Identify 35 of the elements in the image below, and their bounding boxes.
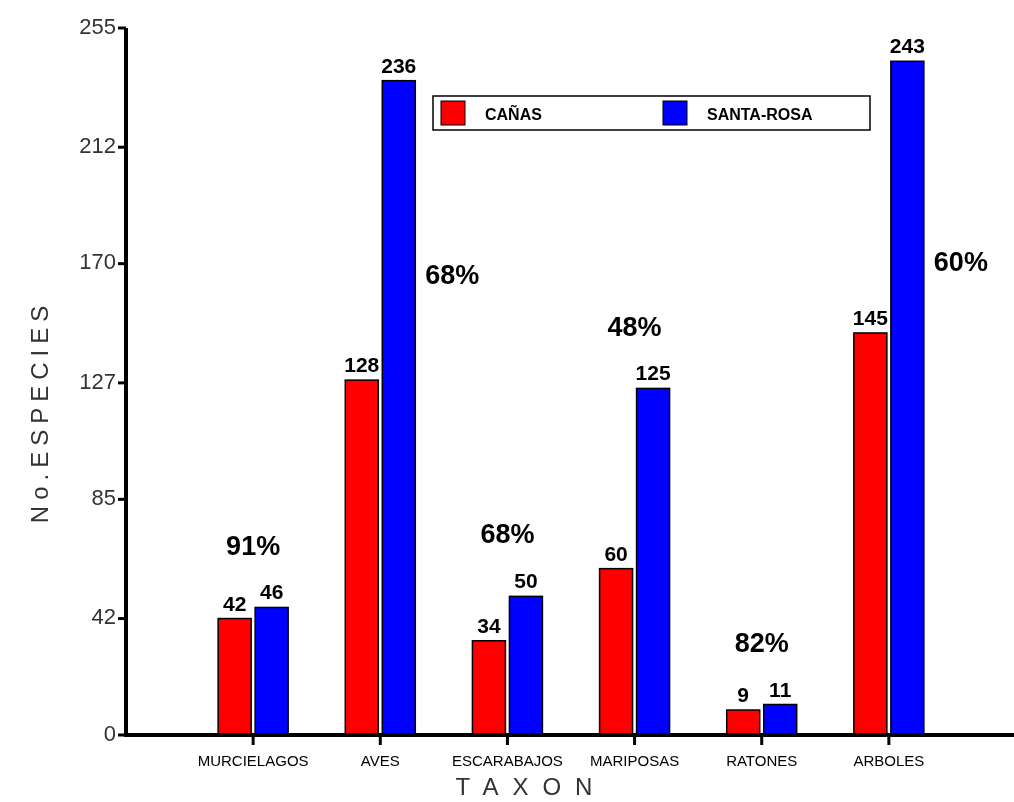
- data-label: 243: [889, 34, 925, 58]
- y-tick-label: 0: [103, 720, 116, 746]
- x-tick-label: MARIPOSAS: [589, 752, 680, 769]
- legend-label: SANTA-ROSA: [707, 106, 813, 123]
- annotation: 48%: [607, 311, 662, 342]
- annotation: 91%: [226, 530, 281, 561]
- y-tick-label: 42: [91, 604, 116, 630]
- x-tick-label: MURCIELAGOS: [197, 752, 309, 769]
- x-tick-label: ESCARABAJOS: [451, 752, 563, 769]
- data-label: 42: [222, 591, 247, 615]
- data-label: 11: [769, 677, 792, 701]
- x-axis-title: TAXON: [455, 773, 607, 800]
- data-label: 236: [381, 53, 417, 77]
- annotation: 82%: [734, 627, 789, 658]
- data-label: 145: [852, 305, 889, 329]
- data-label: 50: [514, 569, 538, 593]
- data-label: 128: [344, 353, 380, 377]
- data-label: 34: [477, 613, 501, 637]
- y-tick-label: 212: [79, 133, 116, 159]
- legend-label: CAÑAS: [485, 104, 543, 123]
- data-label: 60: [604, 541, 628, 565]
- annotation: 68%: [425, 260, 480, 291]
- y-axis-title: No.ESPECIES: [26, 299, 53, 524]
- y-tick-label: 85: [91, 485, 116, 511]
- data-label: 125: [635, 361, 671, 385]
- x-tick-label: ARBOLES: [853, 752, 925, 769]
- y-tick-label: 170: [79, 249, 116, 275]
- x-tick-label: AVES: [360, 752, 400, 769]
- annotation: 60%: [933, 246, 988, 277]
- x-tick-label: RATONES: [726, 752, 798, 769]
- y-tick-label: 127: [79, 368, 116, 394]
- annotation: 68%: [480, 519, 535, 550]
- data-label: 9: [737, 683, 750, 707]
- y-tick-label: 255: [79, 13, 116, 39]
- data-label: 46: [259, 580, 284, 604]
